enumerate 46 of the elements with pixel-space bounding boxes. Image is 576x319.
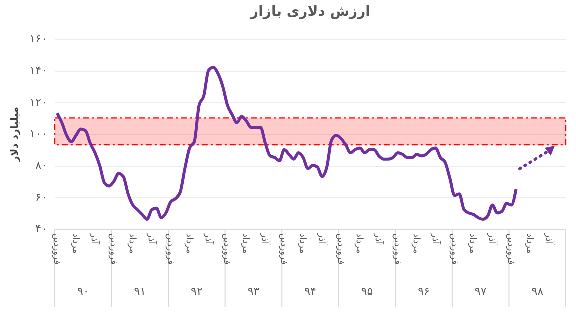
x-tick-label: آذر (146, 232, 158, 245)
x-tick-label: فروردین (278, 234, 288, 265)
x-tick-label: آذر (89, 232, 102, 245)
y-tick-label: ۱۲۰ (30, 96, 48, 109)
x-tick-label: مرداد (127, 234, 138, 254)
x-tick-label: آذر (430, 232, 442, 245)
x-tick-label: مرداد (184, 234, 194, 254)
x-tick-label: فروردین (108, 234, 118, 265)
x-tick-label: مرداد (354, 234, 364, 254)
x-tick-label: فروردین (222, 234, 232, 265)
text: ۹۱ (134, 285, 146, 298)
y-tick-label: ۱۶۰ (30, 32, 48, 46)
x-tick-label: فروردین (335, 234, 346, 265)
text: ۹۵ (361, 285, 374, 298)
y-tick-label: ۶۰ (36, 190, 48, 204)
x-tick-label: آذر (373, 232, 386, 245)
chart-title: ارزش دلاری بازار (250, 4, 370, 20)
x-tick-label: مرداد (70, 234, 80, 254)
x-tick-label: آذر (316, 232, 328, 245)
x-tick-label: آذر (260, 232, 272, 245)
x-tick-label: مرداد (240, 234, 251, 254)
text: ۹۴ (304, 285, 316, 298)
y-tick-label: ۴۰ (36, 222, 48, 236)
y-tick-label: ۱۰۰ (30, 128, 48, 140)
text: ۹۸ (532, 285, 544, 298)
x-tick-label: فروردین (51, 234, 62, 265)
line-series (56, 66, 518, 221)
text: ۹۶ (418, 285, 430, 298)
x-tick-label: آذر (202, 232, 215, 245)
x-tick-label: آذر (543, 232, 556, 245)
x-tick-label: مرداد (468, 234, 478, 254)
x-tick-label: مرداد (410, 234, 421, 254)
x-tick-label: مرداد (297, 234, 308, 254)
x-tick-label: فروردین (506, 234, 516, 265)
y-axis-title: میلیارد دلار (10, 107, 21, 163)
text: ۹۰ (77, 285, 90, 298)
x-tick-label: فروردین (448, 234, 459, 265)
x-tick-label: فروردین (392, 234, 402, 265)
text: ۹۷ (474, 285, 487, 298)
text: ۹۲ (191, 285, 203, 298)
y-tick-label: ۸۰ (36, 159, 48, 172)
text: ۹۳ (248, 285, 260, 298)
y-tick-label: ۱۴۰ (30, 64, 48, 78)
x-tick-label: مرداد (524, 234, 535, 254)
x-tick-label: آذر (486, 232, 499, 245)
x-tick-label: فروردین (164, 234, 175, 265)
